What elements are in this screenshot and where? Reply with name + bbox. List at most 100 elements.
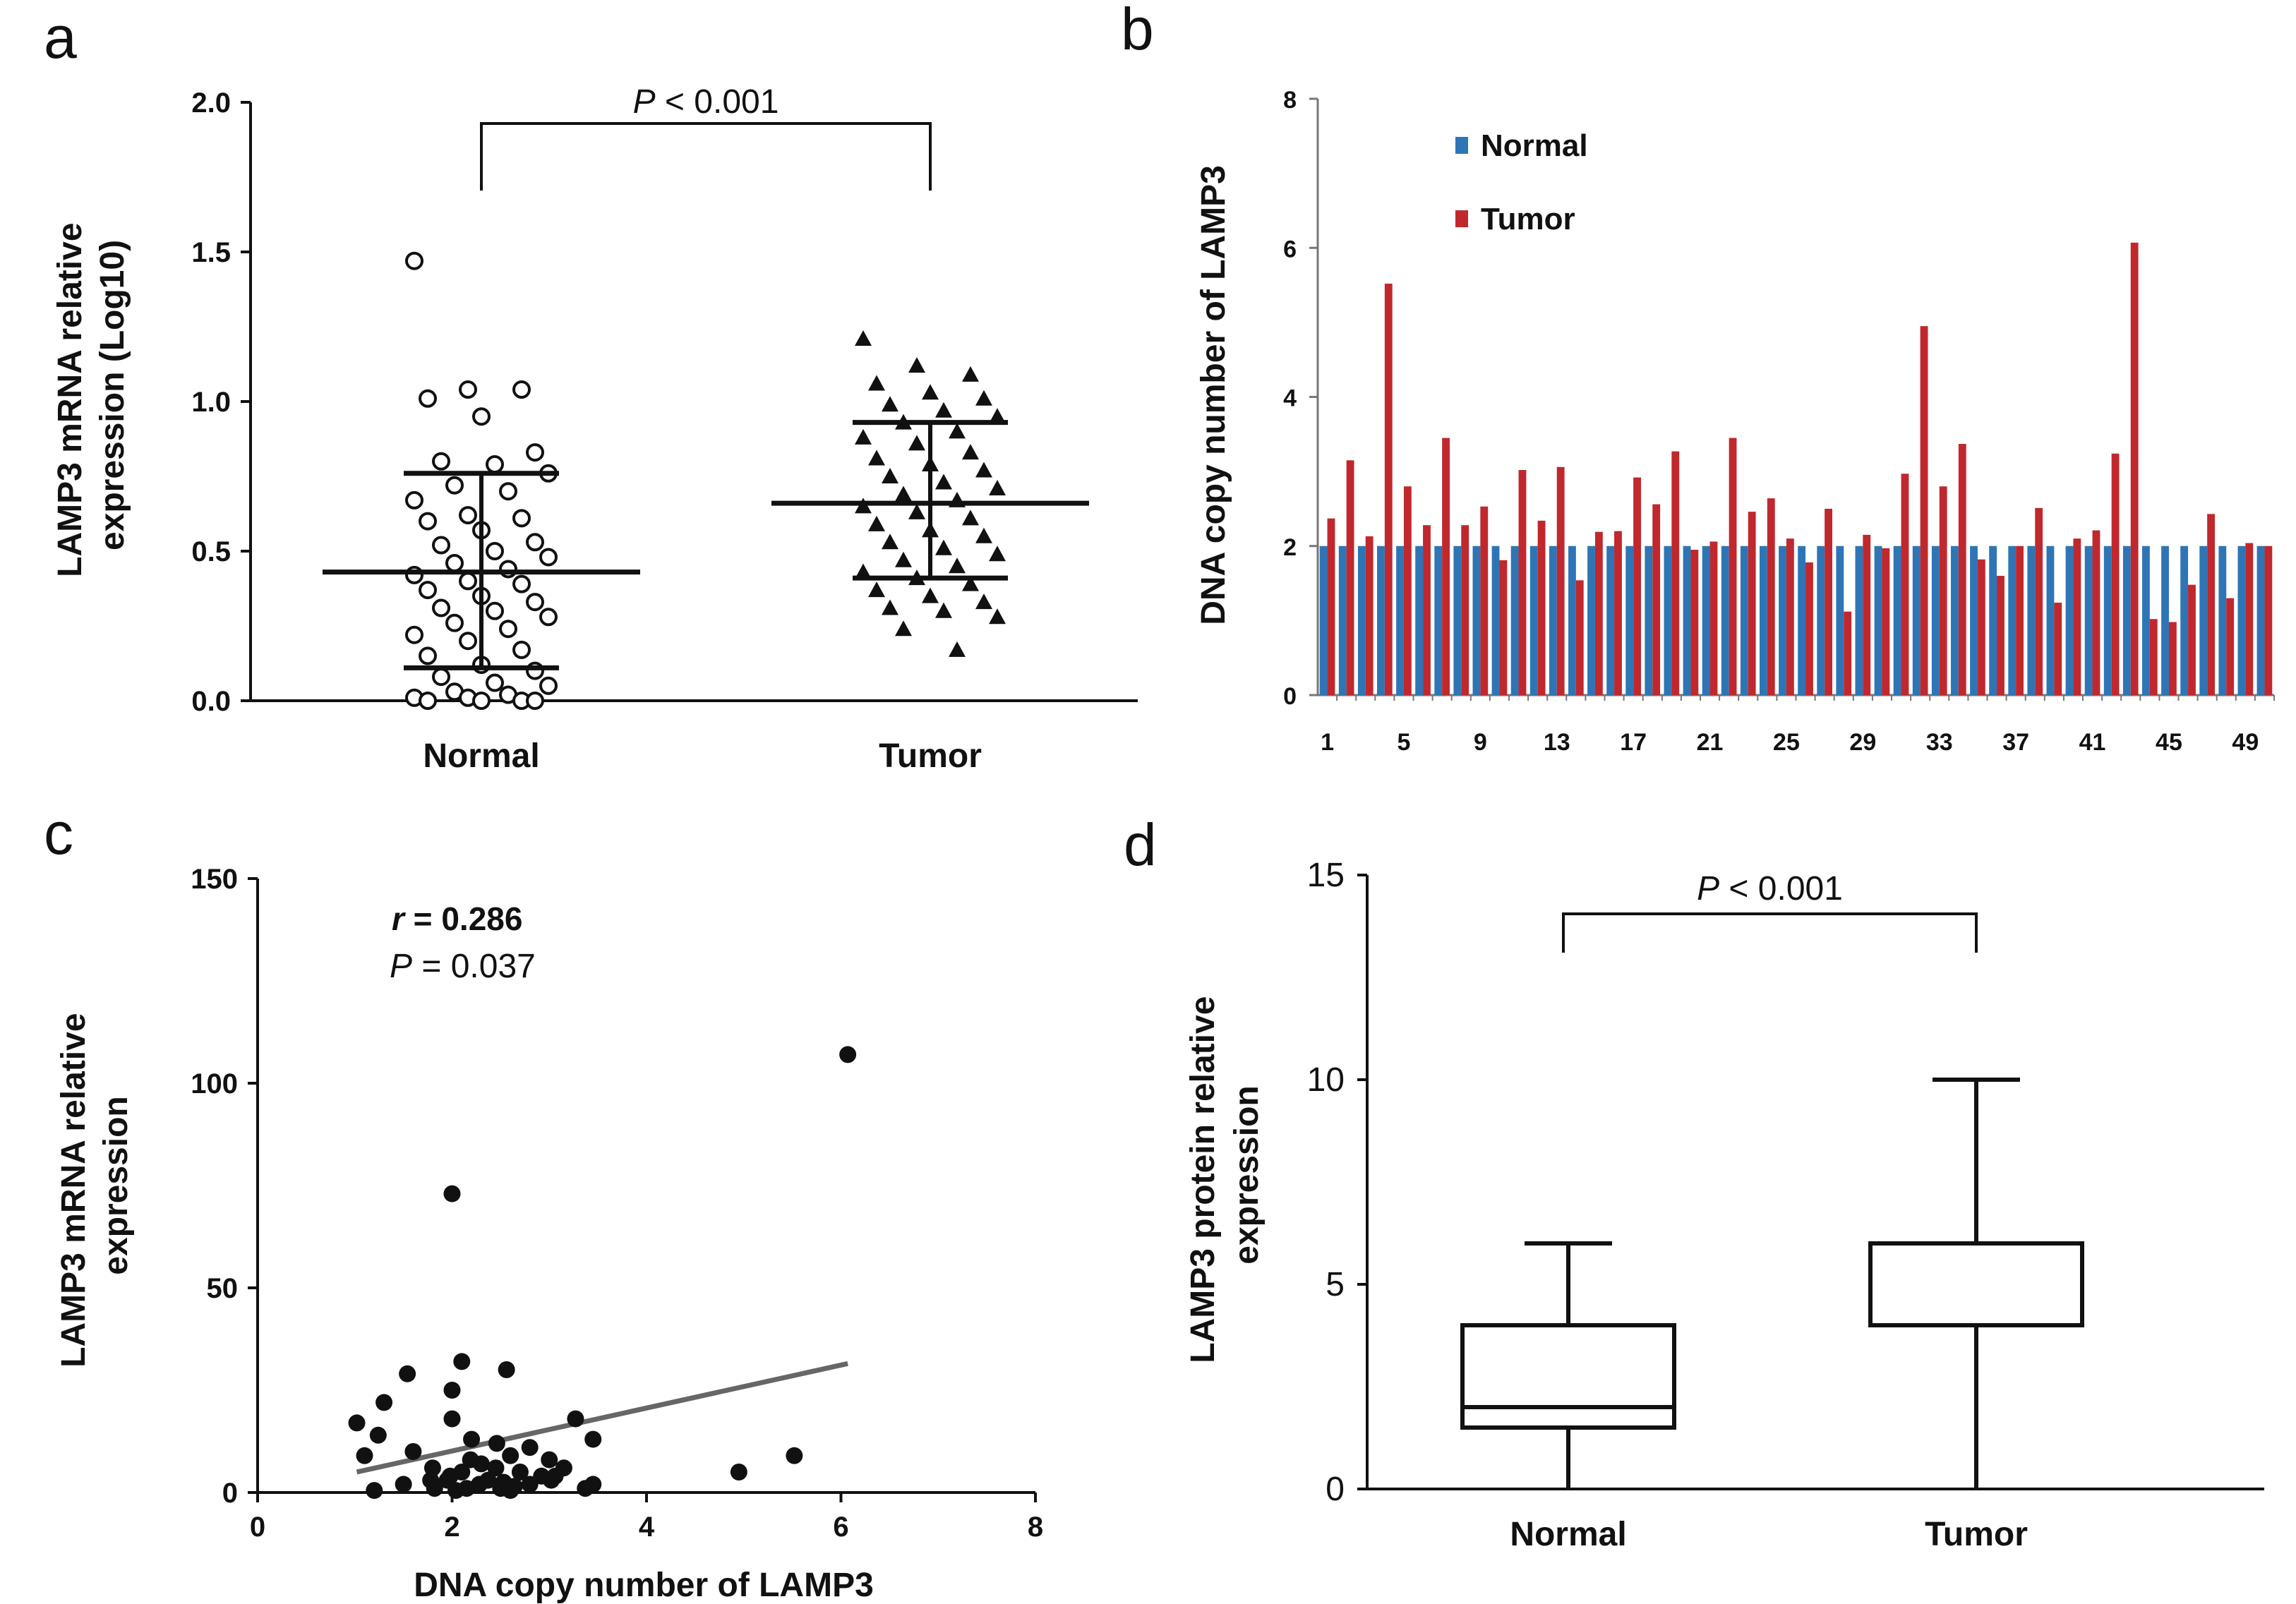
panel-b-normal-bar: [2084, 545, 2093, 695]
panel-a-tumor-point: [935, 474, 952, 490]
panel-c-point: [443, 1185, 461, 1202]
panel-a-xtick-label: Tumor: [879, 737, 982, 775]
panel-d-chart: LAMP3 protein relative expression P < 0.…: [1184, 857, 2264, 1553]
panel-b-tumor-bar: [2188, 584, 2196, 695]
panel-a-tumor-point: [855, 563, 872, 579]
panel-a-p-rest: < 0.001: [656, 83, 779, 121]
panel-b-ytick-label: 0: [1283, 683, 1297, 710]
panel-c-point: [786, 1447, 803, 1464]
panel-b-tumor-bar: [1729, 438, 1737, 695]
panel-b-xtick-label: 29: [1849, 729, 1876, 756]
panel-a-tumor-point: [868, 375, 885, 391]
panel-a-normal-point: [419, 581, 437, 600]
panel-b-xtick-label: 17: [1620, 729, 1647, 756]
panel-a-ylabel-line2: expression (Log10): [94, 240, 131, 550]
panel-a-tumor-point: [922, 384, 939, 400]
panel-a-tumor-point: [882, 533, 898, 550]
panel-c-ylabel-line1: LAMP3 mRNA relative: [55, 1013, 92, 1367]
panel-b-tumor-bar: [1939, 486, 1947, 695]
panel-c-point: [447, 1482, 465, 1500]
panel-c-point: [443, 1410, 461, 1428]
panel-a-tumor-point: [908, 503, 925, 519]
panel-c-point: [462, 1451, 479, 1469]
panel-c-point: [348, 1414, 366, 1432]
panel-b-tumor-bar: [2073, 538, 2081, 695]
panel-a-tumor-point: [989, 608, 1006, 625]
panel-b-normal-bar: [1491, 545, 1500, 695]
panel-a-normal-point: [432, 536, 450, 555]
panel-a-p-italic: P: [633, 83, 656, 121]
panel-b-tumor-bar: [1403, 486, 1412, 695]
panel-b-tumor-bar: [1461, 525, 1469, 695]
panel-c-ytick-label: 0: [222, 1478, 238, 1509]
panel-c-r-stat: r = 0.286: [392, 900, 522, 937]
panel-b-chart: DNA copy number of LAMP3 Normal Tumor 0 2…: [1195, 87, 2275, 756]
panel-b-normal-bar: [1338, 545, 1347, 695]
panel-c-point: [584, 1430, 602, 1448]
panel-b-normal-bar: [2065, 545, 2074, 695]
panel-letter-d: d: [1124, 812, 1157, 878]
panel-b-normal-bar: [1931, 545, 1940, 695]
panel-d-ytick-label: 5: [1326, 1266, 1345, 1303]
panel-a-ylabel: LAMP3 mRNA relative expression (Log10): [52, 213, 131, 577]
panel-b-tumor-bar: [1518, 470, 1527, 695]
panel-b-normal-bar: [1855, 545, 1863, 695]
panel-b-normal-bar: [2046, 545, 2055, 695]
panel-a-tumor-point: [975, 462, 992, 478]
panel-a-tumor-point: [882, 468, 898, 483]
panel-a-tumor-point: [975, 593, 992, 610]
panel-c-point: [369, 1426, 387, 1444]
panel-b-tumor-bar: [1556, 466, 1565, 695]
panel-b-tumor-bar: [2207, 514, 2215, 695]
panel-c-point: [839, 1046, 857, 1063]
panel-a-normal-point: [405, 251, 423, 270]
panel-a-normal-point: [405, 490, 423, 509]
panel-a-tumor-point: [868, 450, 885, 466]
panel-b-normal-bar: [1912, 545, 1921, 695]
panel-a-ytick-label: 1.5: [191, 237, 231, 268]
panel-a-normal-point: [419, 389, 437, 408]
panel-c-point: [463, 1430, 481, 1448]
panel-b-tumor-bar: [1575, 580, 1584, 695]
panel-c-r-italic: r: [392, 900, 406, 937]
panel-a-tumor-point: [868, 581, 885, 598]
panel-a-normal-point: [486, 601, 504, 620]
panel-c-p-stat: P = 0.037: [390, 948, 536, 985]
panel-b-xtick-label: 33: [1926, 729, 1953, 756]
panel-c-point: [366, 1482, 383, 1500]
panel-a-tumor-point: [868, 515, 885, 531]
panel-a-tumor-point: [935, 602, 952, 618]
panel-d-ylabel-line1: LAMP3 protein relative: [1184, 996, 1222, 1363]
legend-normal-label: Normal: [1481, 128, 1588, 163]
panel-b-normal-bar: [1970, 545, 1978, 695]
panel-b-tumor-bar: [1633, 477, 1641, 695]
panel-a-normal-point: [486, 673, 504, 692]
panel-b-tumor-bar: [1423, 525, 1431, 695]
panel-a-tumor-point: [895, 486, 912, 502]
legend-tumor-swatch: [1455, 210, 1468, 227]
panel-a-tumor-point: [989, 545, 1006, 562]
panel-b-tumor-bar: [2245, 543, 2254, 695]
panel-c-point: [502, 1447, 519, 1464]
panel-b-tumor-bar: [1748, 512, 1756, 695]
panel-b-xtick-label: 1: [1321, 729, 1334, 756]
panel-b-normal-bar: [2161, 545, 2169, 695]
panel-b-normal-bar: [1377, 545, 1385, 695]
panel-a-normal-point: [539, 608, 558, 627]
panel-b-normal-bar: [1683, 545, 1691, 695]
panel-b-normal-bar: [1817, 545, 1825, 695]
panel-d-box: [1868, 1241, 2084, 1327]
panel-b-tumor-bar: [1690, 550, 1699, 695]
panel-a-ytick-label: 0.5: [191, 536, 231, 567]
panel-b-tumor-bar: [1825, 508, 1832, 695]
panel-c-xtick-label: 4: [639, 1512, 655, 1543]
panel-a-sig-bracket: [480, 122, 932, 191]
panel-a-normal-point: [512, 640, 531, 659]
panel-b-xtick-label: 41: [2079, 729, 2106, 756]
panel-b-xtick-label: 5: [1397, 729, 1410, 756]
panel-b-tumor-bar: [1442, 438, 1450, 695]
panel-b-tumor-bar: [1805, 562, 1813, 695]
panel-a-tumor-point: [895, 551, 912, 567]
panel-b-tumor-bar: [1346, 460, 1354, 695]
panel-b-normal-bar: [1951, 545, 1959, 695]
